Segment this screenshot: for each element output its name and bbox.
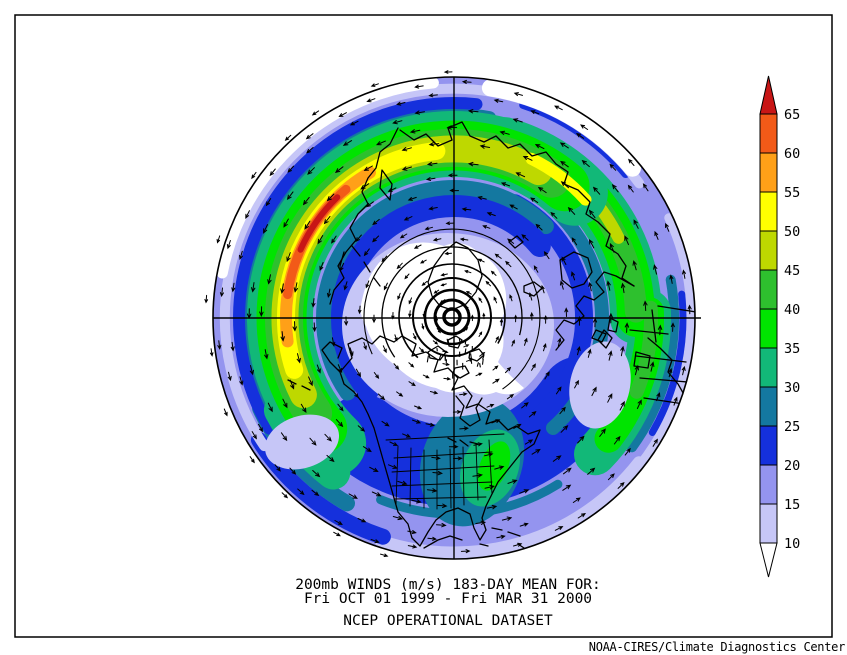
figure-page: 656055504540353025201510 200mb WINDS (m/…: [0, 0, 847, 655]
colorbar-tick-label: 35: [784, 341, 800, 357]
colorbar-tick-label: 60: [784, 146, 800, 162]
colorbar-segment: [760, 231, 777, 270]
title-line-2: Fri OCT 01 1999 - Fri MAR 31 2000: [304, 591, 592, 607]
colorbar-segment: [760, 309, 777, 348]
colorbar-tick-label: 15: [784, 497, 800, 513]
colorbar-tick-label: 30: [784, 380, 800, 396]
colorbar-tick-label: 20: [784, 458, 800, 474]
colorbar-tick-label: 25: [784, 419, 800, 435]
colorbar-tick-label: 45: [784, 263, 800, 279]
colorbar-tick-label: 10: [784, 536, 800, 552]
colorbar-segment: [760, 426, 777, 465]
colorbar-tick-label: 65: [784, 107, 800, 123]
wind-map-figure: 656055504540353025201510 200mb WINDS (m/…: [0, 0, 847, 655]
colorbar-segment: [760, 504, 777, 543]
colorbar-segment: [760, 348, 777, 387]
colorbar-segment: [760, 192, 777, 231]
colorbar-segment: [760, 114, 777, 153]
colorbar-tick-label: 40: [784, 302, 800, 318]
colorbar-tick-label: 55: [784, 185, 800, 201]
colorbar-segment: [760, 270, 777, 309]
colorbar-segment: [760, 153, 777, 192]
colorbar-segment: [760, 387, 777, 426]
title-line-3: NCEP OPERATIONAL DATASET: [343, 613, 553, 629]
colorbar-segment: [760, 465, 777, 504]
colorbar-tick-label: 50: [784, 224, 800, 240]
attribution-text: NOAA-CIRES/Climate Diagnostics Center: [589, 640, 845, 654]
